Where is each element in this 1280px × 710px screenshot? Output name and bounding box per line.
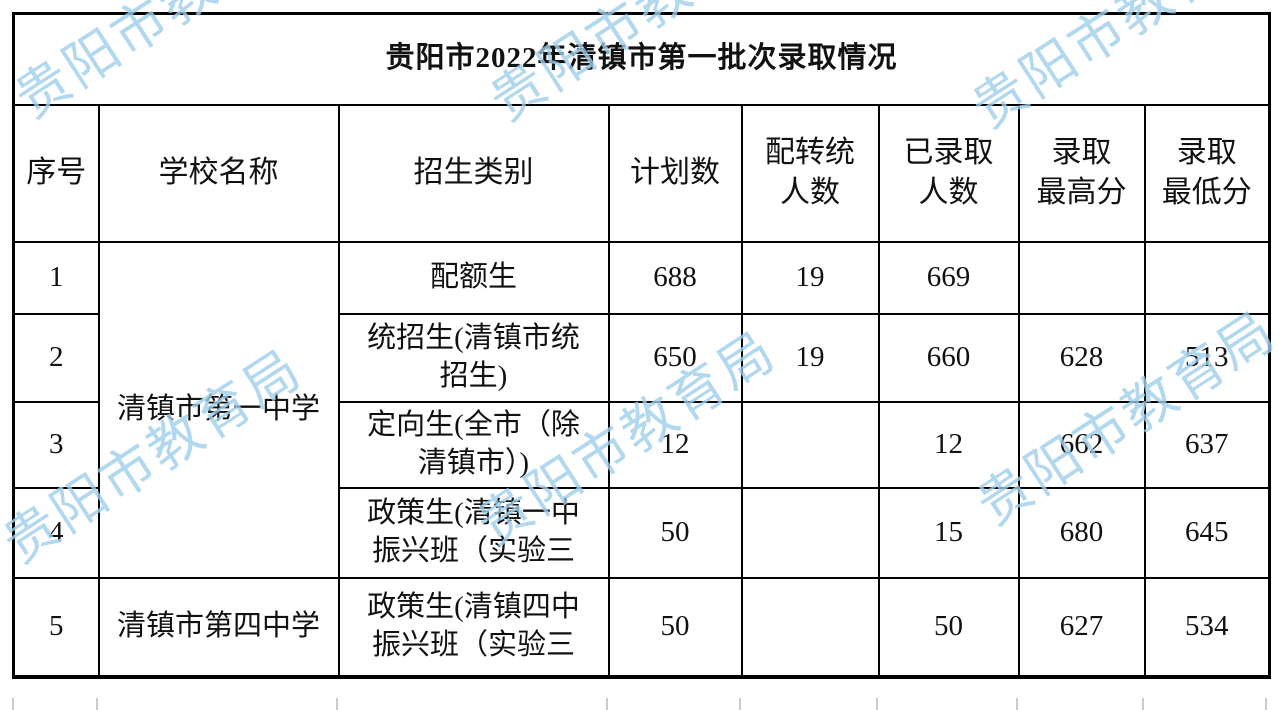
header-max-score: 录取 最高分 (1017, 103, 1146, 243)
cell-no: 5 (12, 576, 100, 678)
cell-max: 628 (1017, 312, 1146, 403)
cell-category: 统招生(清镇市统 招生) (337, 312, 610, 403)
header-min-score: 录取 最低分 (1143, 103, 1271, 243)
table-row: 5 清镇市第四中学 政策生(清镇四中 振兴班（实验三 50 50 627 534 (12, 576, 1271, 678)
cell-no: 4 (12, 486, 100, 579)
cell-transfer: 19 (740, 240, 880, 315)
cell-admitted: 12 (877, 400, 1020, 489)
cell-plan: 688 (607, 240, 743, 315)
cell-transfer: 19 (740, 312, 880, 403)
cell-min: 534 (1143, 576, 1271, 678)
header-category: 招生类别 (337, 103, 610, 243)
table-row: 3 定向生(全市（除 清镇市）) 12 12 662 637 (12, 400, 1271, 489)
cell-admitted: 660 (877, 312, 1020, 403)
cell-plan: 50 (607, 486, 743, 579)
cell-admitted: 50 (877, 576, 1020, 678)
cell-plan: 650 (607, 312, 743, 403)
cell-school-merged: 清镇市第一中学 (97, 240, 340, 579)
cell-transfer (740, 486, 880, 579)
cell-min (1143, 240, 1271, 315)
cell-max (1017, 240, 1146, 315)
cell-category: 政策生(清镇一中 振兴班（实验三 (337, 486, 610, 579)
header-admitted: 已录取 人数 (877, 103, 1020, 243)
cell-no: 3 (12, 400, 100, 489)
cell-min: 513 (1143, 312, 1271, 403)
cell-max: 680 (1017, 486, 1146, 579)
cell-transfer (740, 400, 880, 489)
cell-max: 662 (1017, 400, 1146, 489)
admission-table: 贵阳市2022年清镇市第一批次录取情况 序号 学校名称 招生类别 计划数 配转统… (12, 12, 1272, 679)
header-no: 序号 (12, 103, 100, 243)
cell-transfer (740, 576, 880, 678)
header-plan: 计划数 (607, 103, 743, 243)
cell-no: 1 (12, 240, 100, 315)
cell-no: 2 (12, 312, 100, 403)
table-title: 贵阳市2022年清镇市第一批次录取情况 (12, 12, 1271, 106)
table-row: 1 清镇市第一中学 配额生 688 19 669 (12, 240, 1271, 579)
cell-admitted: 15 (877, 486, 1020, 579)
header-school: 学校名称 (97, 103, 340, 243)
cell-min: 637 (1143, 400, 1271, 489)
cell-category: 配额生 (337, 240, 610, 315)
cell-school: 清镇市第四中学 (97, 576, 340, 678)
cell-plan: 12 (607, 400, 743, 489)
table-row: 4 政策生(清镇一中 振兴班（实验三 50 15 680 645 (12, 486, 1271, 579)
cell-admitted: 669 (877, 240, 1020, 315)
table-row: 2 统招生(清镇市统 招生) 650 19 660 628 513 (12, 312, 1271, 403)
cell-min: 645 (1143, 486, 1271, 579)
cell-plan: 50 (607, 576, 743, 678)
header-transfer: 配转统 人数 (740, 103, 880, 243)
cell-max: 627 (1017, 576, 1146, 678)
cell-category: 定向生(全市（除 清镇市）) (337, 400, 610, 489)
cell-category: 政策生(清镇四中 振兴班（实验三 (337, 576, 610, 678)
